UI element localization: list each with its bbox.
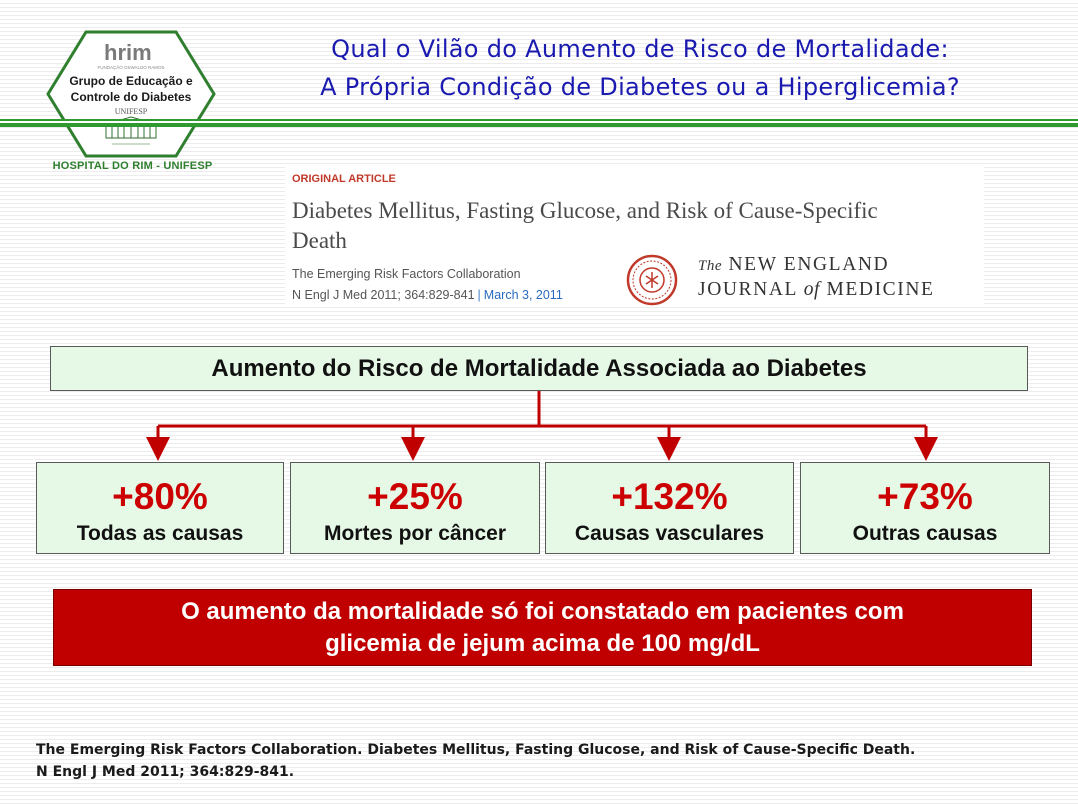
stat-box-cancer: +25% Mortes por câncer <box>290 462 540 554</box>
logo-group-line1: Grupo de Educação e <box>69 74 193 88</box>
nejm-line1: The NEW ENGLAND <box>698 253 978 278</box>
article-title: Diabetes Mellitus, Fasting Glucose, and … <box>292 196 992 256</box>
connector-lines <box>0 391 1078 466</box>
logo-unifesp: UNIFESP <box>115 107 148 116</box>
green-divider <box>0 119 1078 127</box>
reference-citation: The Emerging Risk Factors Collaboration.… <box>36 739 1056 783</box>
logo-group-line2: Controle do Diabetes <box>71 90 192 104</box>
hrim-logo: hrim FUNDAÇÃO OSWALDO RAMOS Grupo de Edu… <box>46 30 216 158</box>
title-line2: A Própria Condição de Diabetes ou a Hipe… <box>320 73 960 101</box>
reference-line2: N Engl J Med 2011; 364:829-841. <box>36 764 295 780</box>
stat-value: +132% <box>611 476 728 517</box>
nejm-journal: JOURNAL <box>698 279 798 300</box>
reference-line1: The Emerging Risk Factors Collaboration.… <box>36 742 916 758</box>
stat-value: +80% <box>112 476 208 517</box>
nejm-wordmark: The NEW ENGLAND JOURNAL of MEDICINE <box>698 253 978 302</box>
nejm-of: of <box>803 279 820 300</box>
conclusion-line2: glicemia de jejum acima de 100 mg/dL <box>325 630 760 657</box>
article-authors: The Emerging Risk Factors Collaboration <box>292 267 521 281</box>
article-citation: N Engl J Med 2011; 364:829-841 <box>292 288 475 302</box>
nejm-line2: JOURNAL of MEDICINE <box>698 278 978 302</box>
stat-box-vascular: +132% Causas vasculares <box>545 462 794 554</box>
article-title-line2: Death <box>292 228 347 253</box>
article-header: ORIGINAL ARTICLE Diabetes Mellitus, Fast… <box>285 166 984 307</box>
main-heading-box: Aumento do Risco de Mortalidade Associad… <box>50 346 1028 391</box>
stat-label: Todas as causas <box>76 522 244 545</box>
nejm-the: The <box>698 258 722 274</box>
conclusion-box: O aumento da mortalidade só foi constata… <box>53 589 1032 666</box>
article-citation-row: N Engl J Med 2011; 364:829-841 | March 3, … <box>292 288 563 302</box>
nejm-new-england: NEW ENGLAND <box>728 254 890 275</box>
logo-brand-sub: FUNDAÇÃO OSWALDO RAMOS <box>97 64 164 70</box>
stat-label: Outras causas <box>852 522 998 545</box>
stat-value: +25% <box>367 476 463 517</box>
stat-box-other: +73% Outras causas <box>800 462 1050 554</box>
stat-value: +73% <box>877 476 973 517</box>
article-date[interactable]: March 3, 2011 <box>483 288 563 302</box>
stat-label: Mortes por câncer <box>323 522 507 545</box>
stat-label: Causas vasculares <box>574 522 765 545</box>
stat-box-all-causes: +80% Todas as causas <box>36 462 284 554</box>
logo-caption: HOSPITAL DO RIM - UNIFESP <box>52 160 213 172</box>
nejm-seal-icon <box>626 254 678 306</box>
nejm-medicine: MEDICINE <box>826 279 935 300</box>
article-label: ORIGINAL ARTICLE <box>292 173 396 185</box>
conclusion-line1: O aumento da mortalidade só foi constata… <box>181 598 904 625</box>
page-title: Qual o Vilão do Aumento de Risco de Mort… <box>250 30 1030 106</box>
logo-brand: hrim <box>104 40 152 65</box>
title-line1: Qual o Vilão do Aumento de Risco de Mort… <box>331 35 949 63</box>
article-title-line1: Diabetes Mellitus, Fasting Glucose, and … <box>292 198 878 223</box>
